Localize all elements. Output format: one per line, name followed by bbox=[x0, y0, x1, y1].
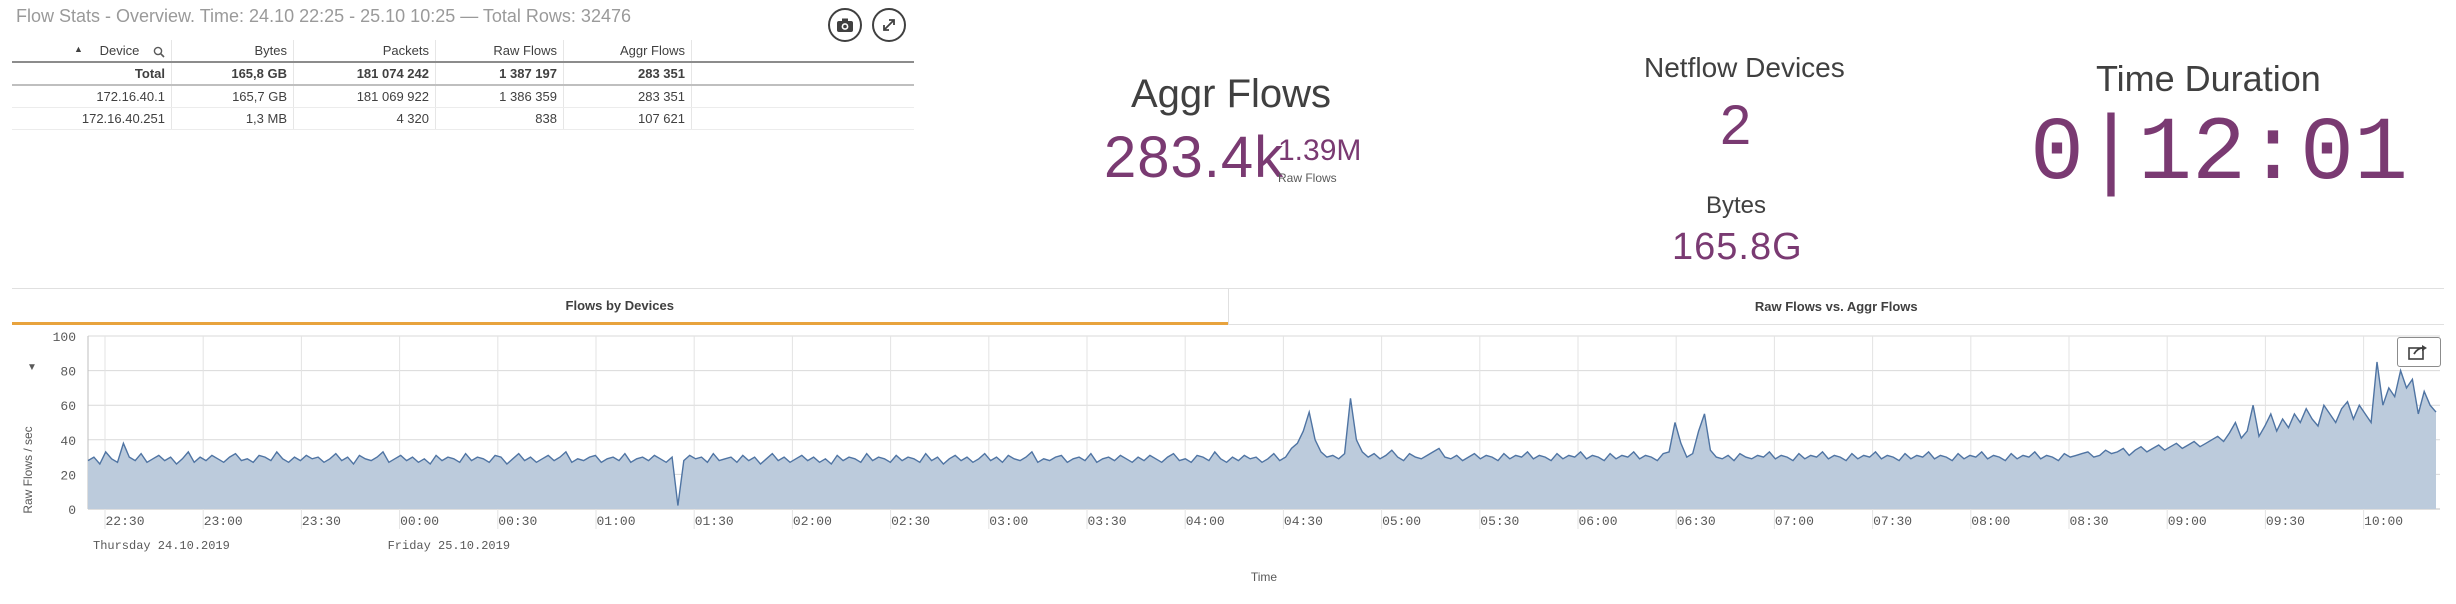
cell-raw-flows: 838 bbox=[435, 107, 564, 130]
x-tick-label: 09:30 bbox=[2266, 514, 2305, 529]
tab-flows-by-devices[interactable]: Flows by Devices bbox=[12, 289, 1228, 325]
row-spacer bbox=[691, 85, 914, 108]
share-icon bbox=[2408, 345, 2427, 360]
x-tick-label: 07:30 bbox=[1873, 514, 1912, 529]
y-axis-menu-icon: ▼ bbox=[27, 362, 37, 373]
row-spacer bbox=[691, 107, 914, 130]
expand-icon bbox=[883, 19, 895, 31]
y-axis-label: Raw Flows / sec bbox=[21, 426, 35, 513]
x-tick-label: 23:00 bbox=[204, 514, 243, 529]
sheet-title: Flow Stats - Overview. Time: 24.10 22:25… bbox=[16, 6, 631, 26]
x-tick-label: 23:30 bbox=[302, 514, 341, 529]
col-raw-flows[interactable]: Raw Flows bbox=[435, 40, 564, 63]
x-tick-label: 08:30 bbox=[2069, 514, 2108, 529]
x-tick-label: 07:00 bbox=[1775, 514, 1814, 529]
fullscreen-button[interactable] bbox=[872, 8, 906, 42]
x-tick-label: 04:30 bbox=[1284, 514, 1323, 529]
kpi-aggr-flows-value: 283.4k bbox=[1104, 125, 1285, 190]
total-label: Total bbox=[12, 62, 172, 86]
col-spacer bbox=[691, 40, 914, 63]
table-header-row: ▲ Device Bytes Packets Raw Flows Aggr Fl… bbox=[12, 40, 914, 63]
x-tick-label: 03:00 bbox=[989, 514, 1028, 529]
y-tick-label: 0 bbox=[68, 503, 76, 518]
total-aggr-flows: 283 351 bbox=[563, 62, 692, 86]
total-packets: 181 074 242 bbox=[293, 62, 436, 86]
date-labels: Thursday 24.10.2019 Friday 25.10.2019 bbox=[93, 539, 510, 553]
total-raw-flows: 1 387 197 bbox=[435, 62, 564, 86]
col-aggr-flows[interactable]: Aggr Flows bbox=[563, 40, 692, 63]
kpi-time-duration-value: 0|12:01 bbox=[2030, 104, 2409, 206]
cell-device[interactable]: 172.16.40.251 bbox=[12, 107, 172, 130]
row-spacer bbox=[691, 62, 914, 86]
col-device-label: Device bbox=[99, 43, 140, 58]
cell-device[interactable]: 172.16.40.1 bbox=[12, 85, 172, 108]
search-icon[interactable] bbox=[153, 46, 165, 58]
y-tick-label: 60 bbox=[60, 399, 76, 414]
y-tick-label: 80 bbox=[60, 365, 76, 380]
kpi-bytes-value: 165.8G bbox=[1672, 226, 1803, 268]
y-axis-ticks: 0 20 40 60 80 100 bbox=[53, 330, 76, 518]
kpi-netflow-devices-label: Netflow Devices bbox=[1644, 52, 1845, 83]
kpi-raw-flows-value: 1.39M bbox=[1278, 134, 1362, 167]
x-tick-label: 01:30 bbox=[695, 514, 734, 529]
date-label: Friday 25.10.2019 bbox=[388, 539, 510, 553]
y-tick-label: 40 bbox=[60, 434, 76, 449]
x-tick-label: 08:00 bbox=[1971, 514, 2010, 529]
cell-packets: 4 320 bbox=[293, 107, 436, 130]
kpi-raw-flows-label: Raw Flows bbox=[1278, 171, 1337, 185]
x-tick-label: 06:30 bbox=[1677, 514, 1716, 529]
total-bytes: 165,8 GB bbox=[171, 62, 294, 86]
y-tick-label: 100 bbox=[53, 330, 76, 345]
x-axis-ticks: 22:30 23:00 23:30 00:00 00:30 01:00 01:30 02:00… bbox=[105, 514, 2403, 529]
kpi-bytes-label: Bytes bbox=[1706, 192, 1767, 219]
table-row[interactable]: 172.16.40.1 165,7 GB 181 069 922 1 386 3… bbox=[12, 85, 914, 108]
x-tick-label: 00:00 bbox=[400, 514, 439, 529]
kpi-time-duration-label: Time Duration bbox=[2096, 58, 2321, 99]
sort-ascending-icon[interactable]: ▲ bbox=[74, 44, 83, 54]
x-tick-label: 22:30 bbox=[105, 514, 144, 529]
series-area bbox=[88, 362, 2436, 509]
col-bytes[interactable]: Bytes bbox=[171, 40, 294, 63]
col-packets[interactable]: Packets bbox=[293, 40, 436, 63]
x-tick-label: 03:30 bbox=[1087, 514, 1126, 529]
camera-icon bbox=[837, 18, 853, 32]
x-tick-label: 10:00 bbox=[2364, 514, 2403, 529]
x-axis-label: Time bbox=[1251, 570, 1278, 584]
cell-aggr-flows: 107 621 bbox=[563, 107, 692, 130]
date-label: Thursday 24.10.2019 bbox=[93, 539, 230, 553]
series-line bbox=[87, 361, 2437, 506]
x-tick-label: 09:00 bbox=[2168, 514, 2207, 529]
y-tick-label: 20 bbox=[60, 468, 76, 483]
cell-aggr-flows: 283 351 bbox=[563, 85, 692, 108]
tab-raw-vs-aggr-flows[interactable]: Raw Flows vs. Aggr Flows bbox=[1227, 289, 2444, 325]
x-tick-label: 05:30 bbox=[1480, 514, 1519, 529]
x-tick-label: 06:00 bbox=[1578, 514, 1617, 529]
col-device[interactable]: ▲ Device bbox=[12, 40, 172, 63]
x-tick-label: 05:00 bbox=[1382, 514, 1421, 529]
x-tick-label: 00:30 bbox=[498, 514, 537, 529]
x-tick-label: 04:00 bbox=[1186, 514, 1225, 529]
x-tick-label: 02:00 bbox=[793, 514, 832, 529]
table-total-row: Total 165,8 GB 181 074 242 1 387 197 283… bbox=[12, 62, 914, 86]
flow-stats-table: ▲ Device Bytes Packets Raw Flows Aggr Fl… bbox=[12, 40, 914, 130]
kpi-netflow-devices-value: 2 bbox=[1720, 93, 1752, 156]
cell-packets: 181 069 922 bbox=[293, 85, 436, 108]
kpi-aggr-flows-label: Aggr Flows bbox=[1131, 72, 1332, 116]
cell-bytes: 1,3 MB bbox=[171, 107, 294, 130]
table-row[interactable]: 172.16.40.251 1,3 MB 4 320 838 107 621 bbox=[12, 107, 914, 130]
x-tick-label: 02:30 bbox=[891, 514, 930, 529]
chart-export-button[interactable] bbox=[2397, 337, 2441, 367]
cell-bytes: 165,7 GB bbox=[171, 85, 294, 108]
cell-raw-flows: 1 386 359 bbox=[435, 85, 564, 108]
x-tick-label: 01:00 bbox=[596, 514, 635, 529]
chart-tabs: Flows by Devices Raw Flows vs. Aggr Flow… bbox=[12, 288, 2444, 325]
